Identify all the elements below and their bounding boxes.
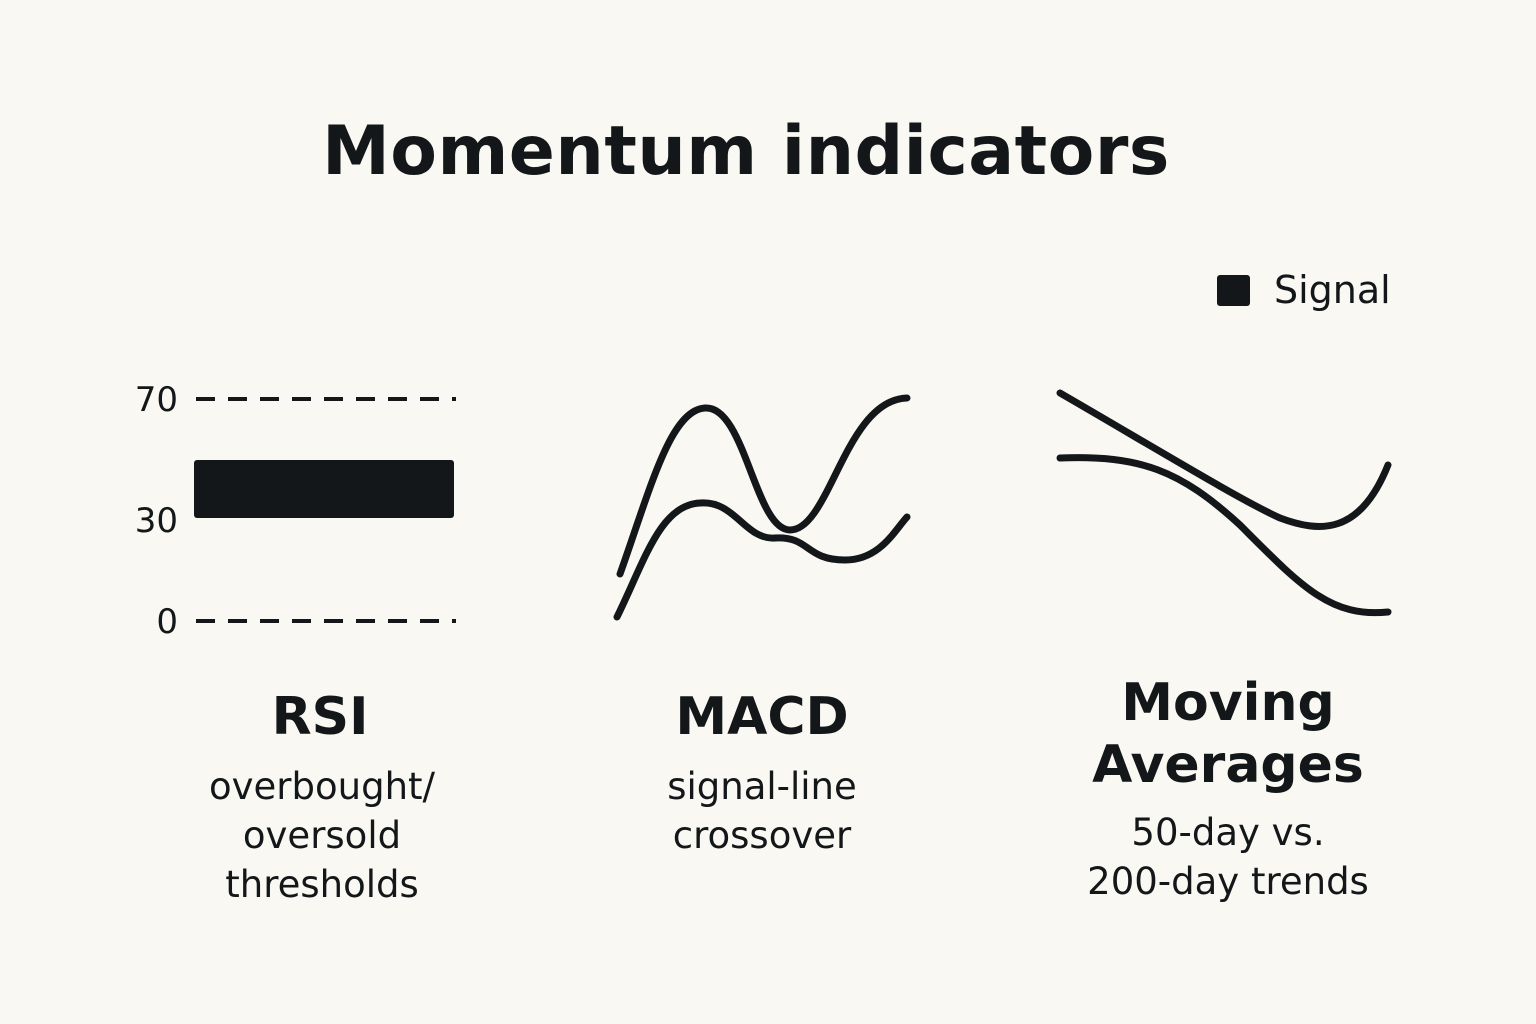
rsi-tick-70: 70: [134, 380, 178, 420]
rsi-tick-30: 30: [134, 501, 178, 541]
ma-50-day-line: [1056, 389, 1392, 530]
rsi-band: [194, 460, 454, 518]
legend: Signal: [1217, 268, 1391, 312]
macd-heading: MACD: [675, 687, 849, 747]
macd-line: [616, 394, 911, 578]
macd-illustration: [613, 394, 911, 621]
rsi-heading: RSI: [271, 687, 369, 747]
rsi-description: overbought/ oversold thresholds: [209, 765, 435, 906]
macd-signal-line: [613, 499, 911, 621]
moving-averages-description: 50-day vs. 200-day trends: [1087, 811, 1369, 903]
page-title: Momentum indicators: [322, 112, 1170, 191]
rsi-tick-0: 0: [156, 602, 178, 642]
macd-description: signal-line crossover: [667, 765, 857, 857]
moving-averages-heading: Moving Averages: [1092, 673, 1364, 795]
rsi-illustration: [194, 397, 456, 623]
legend-label: Signal: [1274, 268, 1391, 312]
legend-swatch: [1217, 274, 1250, 306]
moving-averages-illustration: [1056, 389, 1392, 617]
ma-200-day-line: [1056, 454, 1392, 617]
